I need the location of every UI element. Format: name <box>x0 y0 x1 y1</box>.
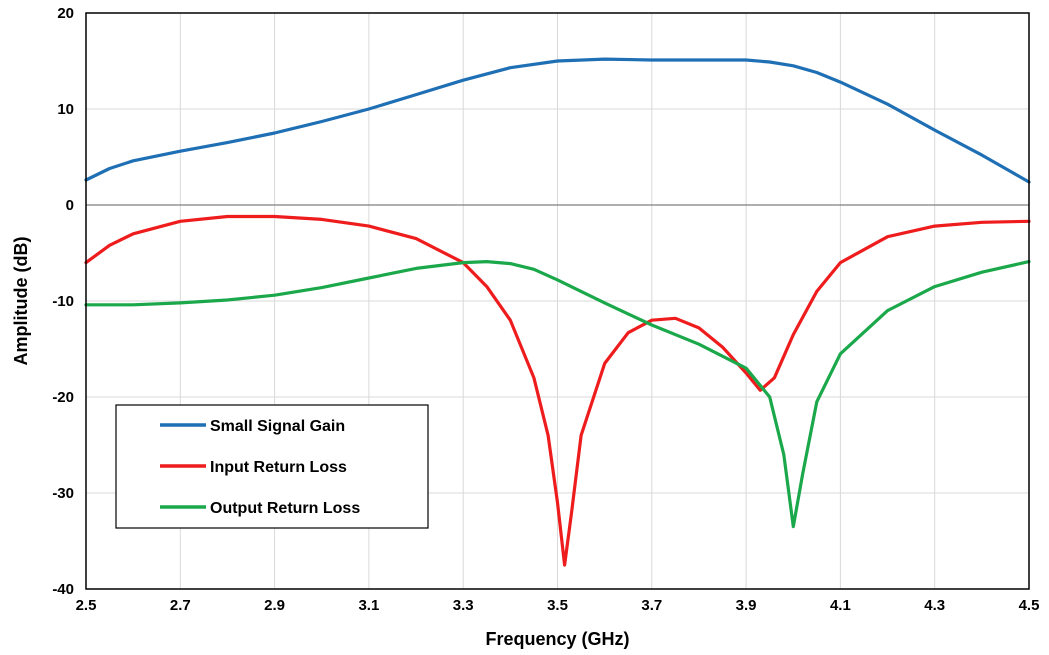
x-tick-label: 3.7 <box>641 597 662 614</box>
y-tick-label: -10 <box>52 293 74 310</box>
y-tick-label: 10 <box>57 101 74 118</box>
x-tick-labels: 2.5 2.7 2.9 3.1 3.3 3.5 3.7 3.9 4.1 4.3 4.5 <box>76 597 1040 614</box>
legend-label: Input Return Loss <box>210 459 347 476</box>
y-tick-labels: 20 10 0 -10 -20 -30 -40 <box>52 5 74 598</box>
plot-frame <box>85 12 1030 590</box>
y-tick-label: -20 <box>52 389 74 406</box>
x-tick-label: 2.7 <box>170 597 191 614</box>
legend-label: Small Signal Gain <box>210 418 345 435</box>
series-line-2 <box>84 260 1031 529</box>
y-tick-label: 0 <box>66 197 74 214</box>
x-tick-label: 3.1 <box>358 597 379 614</box>
x-tick-label: 4.1 <box>830 597 851 614</box>
legend: Small Signal Gain Input Return Loss Output… <box>115 404 429 529</box>
series-line-1 <box>84 214 1031 567</box>
series-line-0 <box>84 57 1031 184</box>
x-tick-label: 3.5 <box>547 597 568 614</box>
x-tick-label: 4.3 <box>924 597 945 614</box>
y-axis-title: Amplitude (dB) <box>11 237 31 366</box>
x-tick-label: 2.9 <box>264 597 285 614</box>
x-tick-label: 2.5 <box>76 597 97 614</box>
legend-label: Output Return Loss <box>210 500 360 517</box>
x-axis-title: Frequency (GHz) <box>485 629 629 649</box>
x-tick-label: 3.9 <box>736 597 757 614</box>
y-tick-label: 20 <box>57 5 74 22</box>
x-tick-label: 4.5 <box>1019 597 1040 614</box>
y-tick-label: -40 <box>52 581 74 598</box>
y-tick-label: -30 <box>52 485 74 502</box>
series-group <box>84 57 1031 567</box>
x-tick-label: 3.3 <box>453 597 474 614</box>
